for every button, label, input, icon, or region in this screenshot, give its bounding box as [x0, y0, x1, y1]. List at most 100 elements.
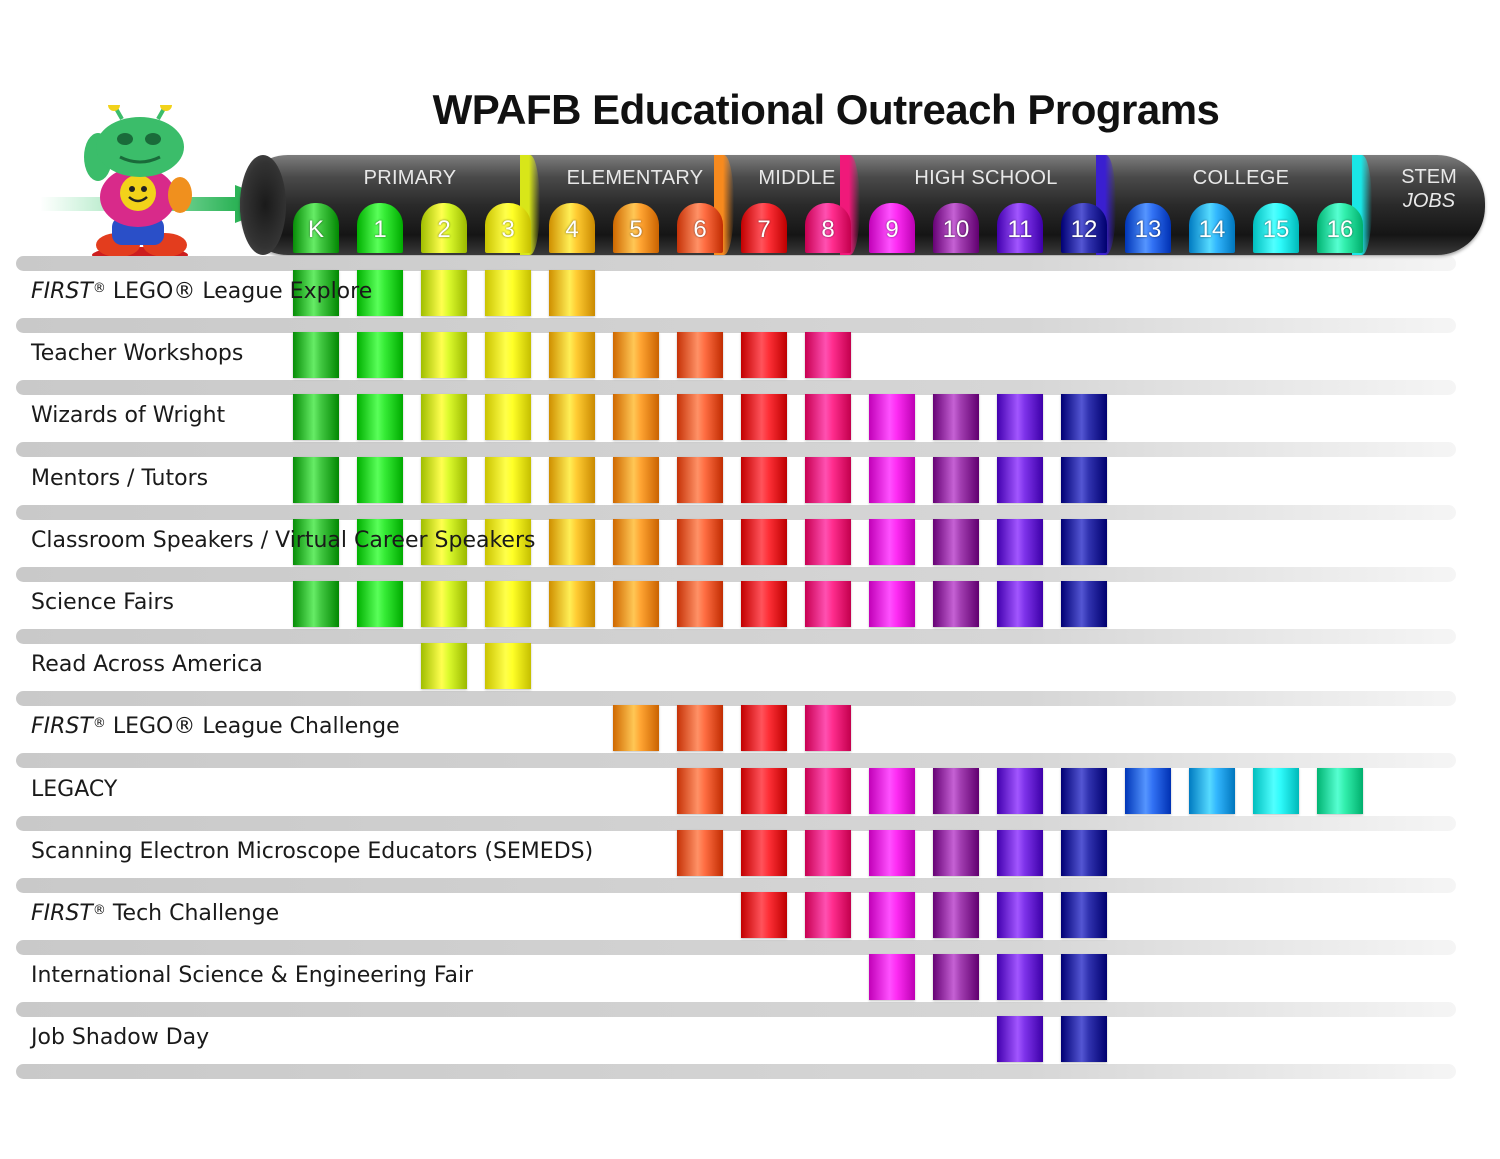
row-divider — [16, 380, 1456, 396]
grade-pill-3: 3 — [485, 203, 531, 253]
grade-cell-11 — [997, 456, 1043, 503]
grade-cell-12 — [1061, 456, 1107, 503]
program-name: Classroom Speakers / Virtual Career Spea… — [31, 527, 536, 553]
row-divider — [16, 318, 1456, 333]
grade-cell-10 — [933, 456, 979, 503]
grade-cell-1 — [357, 518, 403, 565]
grade-cell-6 — [677, 332, 723, 379]
program-name: Read Across America — [31, 652, 263, 678]
grade-pill-10: 10 — [933, 203, 979, 253]
band-label-elementary: ELEMENTARY — [566, 167, 704, 189]
program-label: Mentors / Tutors — [31, 466, 208, 491]
row-divider — [16, 940, 1456, 955]
grade-pill-5: 5 — [613, 203, 659, 253]
grade-cell-3 — [485, 456, 531, 503]
grade-cell-11 — [997, 767, 1043, 814]
stem-label: STEM — [1401, 166, 1457, 188]
program-label: LEGACY — [31, 777, 117, 802]
row-divider — [16, 753, 1456, 769]
program-label: FIRST® LEGO® League Challenge — [31, 714, 400, 740]
grade-cell-15 — [1253, 767, 1299, 814]
grade-cell-6 — [677, 456, 723, 503]
grade-cell-8 — [805, 581, 851, 627]
grade-cell-10 — [933, 829, 979, 876]
grade-cell-13 — [1125, 767, 1171, 814]
program-name: LEGACY — [31, 776, 118, 802]
program-label: Wizards of Wright — [31, 403, 225, 428]
grade-cell-K — [293, 518, 339, 565]
grade-cell-11 — [997, 394, 1043, 441]
program-label: Job Shadow Day — [31, 1025, 209, 1050]
grade-cell-11 — [997, 1016, 1043, 1063]
grade-cell-11 — [997, 581, 1043, 627]
grade-cell-3 — [485, 332, 531, 379]
grade-cell-4 — [549, 518, 595, 565]
grade-cell-1 — [357, 456, 403, 503]
row-divider — [16, 504, 1456, 520]
grade-cell-6 — [677, 394, 723, 441]
grade-cell-7 — [741, 829, 787, 876]
grade-pill-16: 16 — [1317, 203, 1363, 253]
grade-cell-3 — [485, 518, 531, 565]
program-label: Read Across America — [31, 652, 263, 677]
grade-pill-K: K — [293, 203, 339, 253]
grade-pill-14: 14 — [1189, 203, 1235, 253]
program-name: Tech Challenge — [112, 901, 280, 926]
program-name: Job Shadow Day — [31, 1025, 210, 1051]
grade-cell-K — [293, 394, 339, 441]
stem-jobs-label: STEM JOBS — [1380, 165, 1478, 213]
grade-cell-10 — [933, 767, 979, 814]
grade-cell-7 — [741, 332, 787, 379]
grade-pill-13: 13 — [1125, 203, 1171, 253]
program-name: Teacher Workshops — [31, 341, 244, 367]
grade-cell-6 — [677, 581, 723, 627]
row-divider — [16, 629, 1456, 644]
grade-cell-2 — [421, 270, 467, 316]
grade-cell-5 — [613, 456, 659, 503]
program-label: Classroom Speakers / Virtual Career Spea… — [31, 528, 535, 553]
grade-cell-2 — [421, 332, 467, 379]
tube-end-cap — [240, 155, 286, 255]
row-divider — [16, 442, 1456, 458]
grade-cell-10 — [933, 518, 979, 565]
grade-cell-5 — [613, 332, 659, 379]
program-name: LEGO® League Challenge — [112, 714, 400, 740]
grade-cell-K — [293, 332, 339, 379]
program-name: Mentors / Tutors — [31, 465, 209, 491]
grade-cell-8 — [805, 829, 851, 876]
grade-cell-11 — [997, 829, 1043, 876]
grade-cell-K — [293, 270, 339, 316]
grade-cell-9 — [869, 954, 915, 1001]
grade-cell-K — [293, 456, 339, 503]
row-divider — [16, 815, 1456, 831]
grade-cell-4 — [549, 394, 595, 441]
program-label: Scanning Electron Microscope Educators (… — [31, 839, 593, 864]
grade-pill-6: 6 — [677, 203, 723, 253]
program-name: Wizards of Wright — [31, 403, 226, 429]
grade-cell-4 — [549, 581, 595, 627]
grade-cell-9 — [869, 767, 915, 814]
grade-cell-10 — [933, 954, 979, 1001]
grade-cell-8 — [805, 518, 851, 565]
grade-cell-1 — [357, 581, 403, 627]
grade-cell-3 — [485, 270, 531, 316]
grade-cell-10 — [933, 581, 979, 627]
grade-cell-K — [293, 581, 339, 627]
grade-cell-12 — [1061, 767, 1107, 814]
grade-cell-2 — [421, 581, 467, 627]
grade-cell-12 — [1061, 1016, 1107, 1063]
grade-cell-10 — [933, 394, 979, 441]
grade-cell-12 — [1061, 581, 1107, 627]
bug-mascot-icon — [40, 105, 250, 263]
grade-cell-9 — [869, 829, 915, 876]
grade-cell-9 — [869, 892, 915, 938]
grade-cell-7 — [741, 581, 787, 627]
grade-cell-8 — [805, 892, 851, 938]
grade-cell-11 — [997, 892, 1043, 938]
band-label-primary: PRIMARY — [363, 167, 457, 189]
grade-cell-3 — [485, 581, 531, 627]
grade-pill-1: 1 — [357, 203, 403, 253]
grade-pill-9: 9 — [869, 203, 915, 253]
grade-cell-7 — [741, 456, 787, 503]
row-divider — [16, 256, 1456, 271]
